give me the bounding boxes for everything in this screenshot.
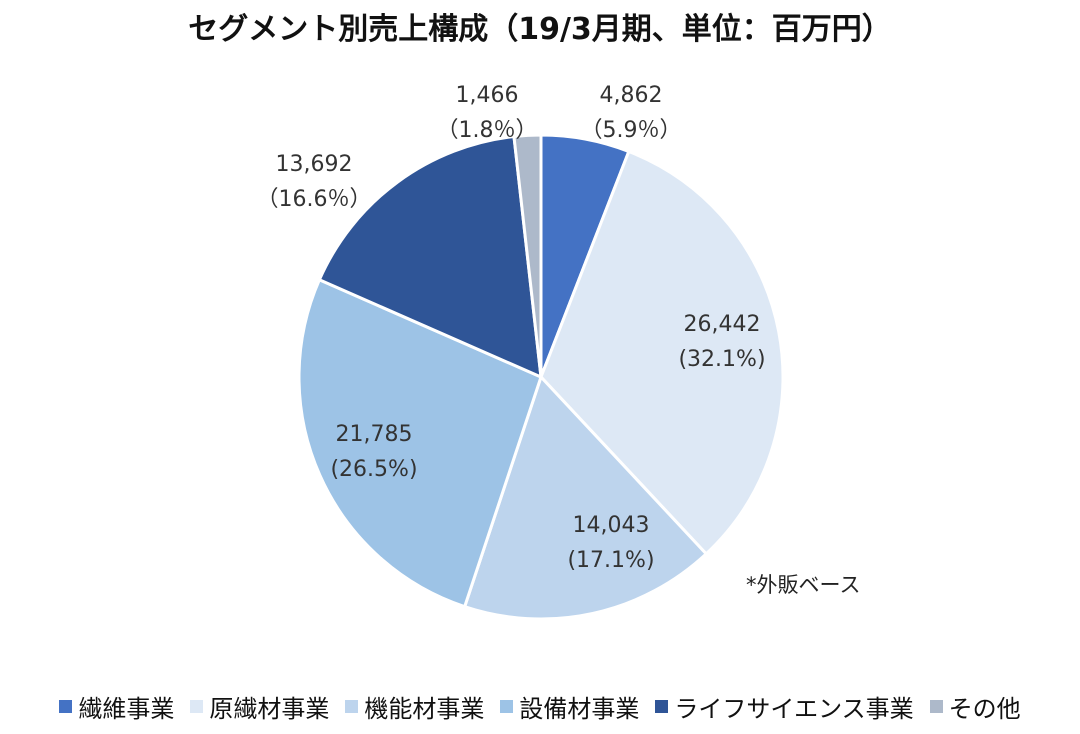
legend-item-4: 設備材事業 xyxy=(500,689,639,724)
legend: 繊維事業 原繊材事業 機能材事業 設備材事業 ライフサイエンス事業 その他 xyxy=(0,688,1080,724)
legend-item-6: その他 xyxy=(929,689,1021,724)
data-label-percent-3: (17.1%) xyxy=(567,548,654,573)
pie-chart: 4,862 （5.9％） 26,442 (32.1%) 14,043 (17.1%) 21,… xyxy=(257,83,785,621)
legend-label: 繊維事業 xyxy=(78,694,175,723)
legend-item-2: 原繊材事業 xyxy=(190,689,329,724)
pie-slice-2 xyxy=(539,149,785,556)
legend-label: 機能材事業 xyxy=(364,694,485,723)
legend-swatch xyxy=(500,699,514,713)
data-label-value-6: 1,466 xyxy=(456,83,519,108)
legend-swatch xyxy=(929,699,943,713)
data-label-value-3: 14,043 xyxy=(573,513,650,538)
data-label-percent-4: (26.5%) xyxy=(330,457,417,482)
data-label-value-1: 4,862 xyxy=(600,83,663,108)
legend-item-1: 繊維事業 xyxy=(59,689,174,724)
legend-label: 原繊材事業 xyxy=(209,694,330,723)
legend-swatch xyxy=(59,699,73,713)
data-label-value-4: 21,785 xyxy=(336,422,413,447)
legend-swatch xyxy=(345,699,359,713)
footnote: *外販ベース xyxy=(746,573,861,597)
data-label-percent-5: （16.6％） xyxy=(257,187,372,212)
legend-label: ライフサイエンス事業 xyxy=(674,694,914,723)
legend-label: その他 xyxy=(948,694,1021,723)
legend-swatch xyxy=(190,699,204,713)
pie-slice-5 xyxy=(317,135,543,379)
data-label-percent-6: （1.8％） xyxy=(437,118,538,143)
chart-title: セグメント別売上構成（19/3月期、単位：百万円） xyxy=(188,12,892,47)
legend-item-3: 機能材事業 xyxy=(345,689,484,724)
data-label-value-5: 13,692 xyxy=(276,152,353,177)
data-label-value-2: 26,442 xyxy=(684,312,761,337)
data-label-percent-2: (32.1%) xyxy=(678,347,765,372)
legend-item-5: ライフサイエンス事業 xyxy=(655,689,914,724)
legend-label: 設備材事業 xyxy=(519,694,640,723)
legend-swatch xyxy=(655,699,669,713)
pie-slice-3 xyxy=(463,375,708,621)
pie-slice-4 xyxy=(297,278,543,609)
data-label-percent-1: （5.9％） xyxy=(581,118,682,143)
pie-slice-6 xyxy=(512,133,543,379)
